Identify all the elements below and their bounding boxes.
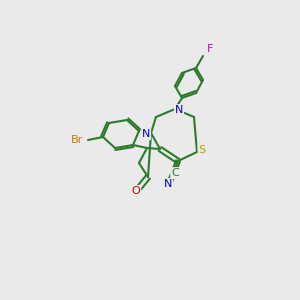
Text: N: N (164, 179, 172, 189)
Text: N: N (142, 129, 150, 139)
Text: C: C (171, 168, 179, 178)
Text: Br: Br (71, 135, 83, 145)
Text: S: S (198, 145, 206, 155)
Text: O: O (132, 186, 140, 196)
Text: N: N (175, 105, 183, 115)
Text: F: F (207, 44, 213, 54)
